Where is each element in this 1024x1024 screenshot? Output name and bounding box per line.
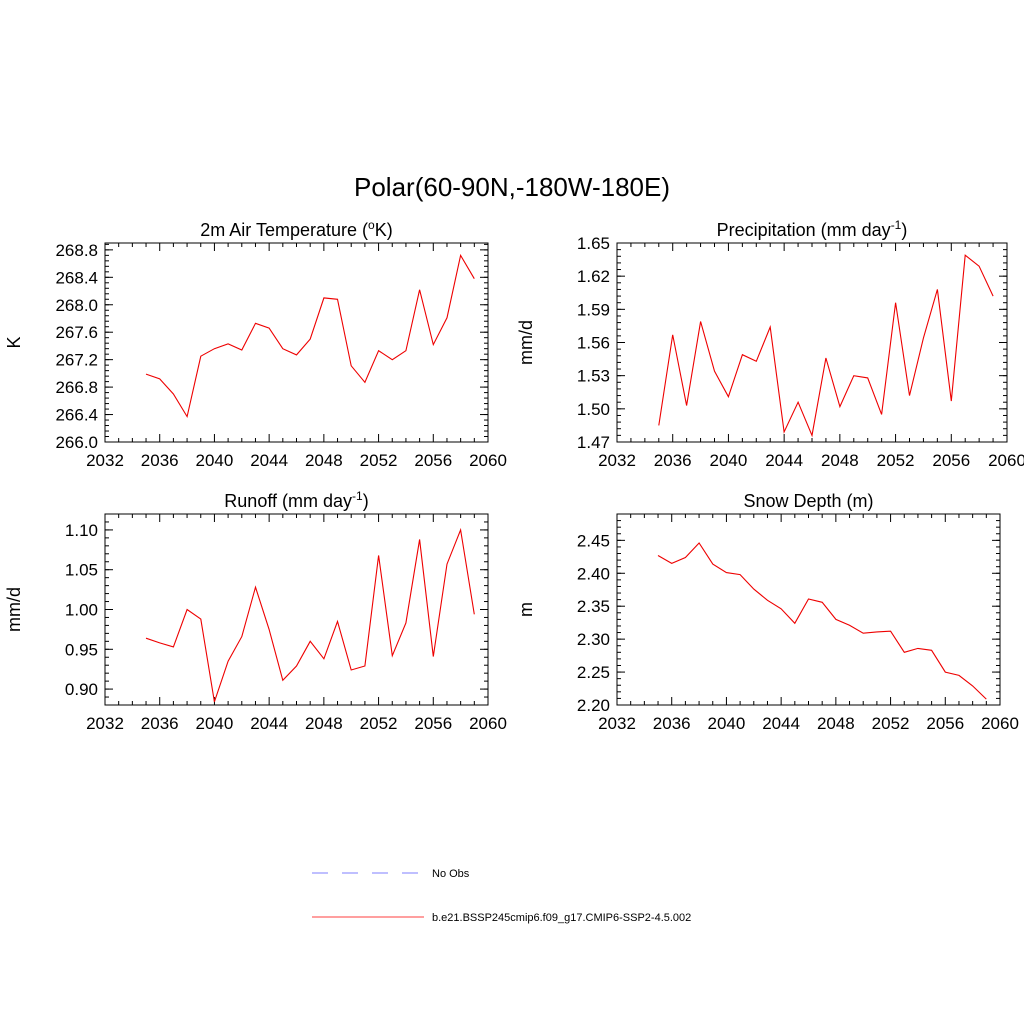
precip-xtick-label: 2032 [598,451,636,470]
precip-series-line [658,254,994,438]
temp-frame [104,242,489,443]
snow-title-main: Snow Depth (m) [743,491,873,511]
snow-xtick-label: 2032 [598,714,636,733]
snow-ytick-label: 2.35 [577,597,610,616]
temp-ytick-label: 266.0 [55,433,98,452]
snow-ytick-label: 2.20 [577,696,610,715]
runoff-ytick-label: 1.00 [65,601,98,620]
temp-ylabel: K [4,336,24,348]
temp-xtick-label: 2036 [141,451,179,470]
runoff-xtick-label: 2044 [250,714,288,733]
temp-title-main: 2m Air Temperature ( [200,220,368,240]
temp-xtick-label: 2048 [305,451,343,470]
snow-frame [616,513,1001,706]
runoff-panel: Runoff (mm day-1) mm/d 2032 2036 2040 2044 204… [4,489,507,733]
temp-title-suffix: K) [375,220,393,240]
snow-xtick-label: 2048 [817,714,855,733]
precip-ytick-label: 1.53 [577,367,610,386]
snow-ytick-label: 2.25 [577,663,610,682]
runoff-ytick-label: 1.05 [65,561,98,580]
runoff-frame [104,513,489,706]
snow-xtick-label: 2036 [653,714,691,733]
precip-ytick-label: 1.50 [577,400,610,419]
temp-xtick-label: 2032 [86,451,124,470]
runoff-xtick-label: 2052 [360,714,398,733]
precip-title: Precipitation (mm day-1) [717,218,908,240]
precip-ytick-label: 1.47 [577,433,610,452]
snow-ytick-label: 2.30 [577,630,610,649]
snow-series-line [657,542,987,700]
precip-title-suffix: ) [901,220,907,240]
precip-title-main: Precipitation (mm day [717,220,891,240]
precip-xtick-label: 2040 [710,451,748,470]
precip-ytick-label: 1.56 [577,334,610,353]
runoff-xtick-label: 2056 [414,714,452,733]
precip-title-sup: -1 [891,218,902,232]
precip-ytick-label: 1.59 [577,300,610,319]
runoff-xtick-label: 2032 [86,714,124,733]
temp-xtick-label: 2040 [196,451,234,470]
temp-ytick-label: 268.8 [55,241,98,260]
snow-xtick-label: 2060 [981,714,1019,733]
legend-label-model: b.e21.BSSP245cmip6.f09_g17.CMIP6-SSP2-4.… [432,912,691,924]
temp-xtick-label: 2044 [250,451,288,470]
precip-xtick-label: 2056 [932,451,970,470]
temp-xtick-label: 2060 [469,451,507,470]
precip-ylabel: mm/d [516,320,536,365]
temp-ytick-label: 267.2 [55,351,98,370]
runoff-ylabel: mm/d [4,587,24,632]
runoff-title-suffix: ) [363,491,369,511]
snow-panel: Snow Depth (m) m 2032 2036 2040 2044 2048 2052 2… [516,491,1019,733]
temp-xtick-label: 2056 [414,451,452,470]
precip-xtick-label: 2060 [988,451,1024,470]
runoff-ytick-label: 0.90 [65,680,98,699]
runoff-xtick-label: 2040 [196,714,234,733]
snow-xtick-label: 2044 [762,714,800,733]
temp-panel: 2m Air Temperature (oK) K 2032 2036 2040 2044… [4,218,507,470]
precip-xtick-label: 2044 [765,451,803,470]
temp-title: 2m Air Temperature (oK) [200,218,392,240]
runoff-ytick-label: 0.95 [65,640,98,659]
snow-xtick-label: 2056 [926,714,964,733]
precip-xtick-label: 2052 [877,451,915,470]
legend: No Obs b.e21.BSSP245cmip6.f09_g17.CMIP6-… [312,868,691,924]
temp-title-sup: o [368,218,375,232]
snow-xtick-label: 2052 [872,714,910,733]
temp-ytick-label: 268.4 [55,268,98,287]
snow-ylabel: m [516,602,536,617]
temp-xtick-label: 2052 [360,451,398,470]
temp-ytick-label: 266.4 [55,406,98,425]
precip-xtick-label: 2048 [821,451,859,470]
precip-frame [616,242,1008,443]
precip-panel: Precipitation (mm day-1) mm/d 2032 2036 2040… [516,218,1024,470]
figure-title: Polar(60-90N,-180W-180E) [354,172,670,202]
snow-ytick-label: 2.45 [577,531,610,550]
temp-ytick-label: 267.6 [55,323,98,342]
runoff-series-line [145,527,475,702]
runoff-ytick-label: 1.10 [65,521,98,540]
snow-ytick-label: 2.40 [577,564,610,583]
temp-ytick-label: 268.0 [55,296,98,315]
precip-ytick-label: 1.62 [577,267,610,286]
temp-ytick-label: 266.8 [55,378,98,397]
runoff-xtick-label: 2060 [469,714,507,733]
snow-xtick-label: 2040 [708,714,746,733]
precip-xtick-label: 2036 [654,451,692,470]
runoff-title-main: Runoff (mm day [224,491,352,511]
runoff-title: Runoff (mm day-1) [224,489,368,511]
legend-label-no-obs: No Obs [432,868,470,880]
precip-ytick-label: 1.65 [577,234,610,253]
runoff-xtick-label: 2048 [305,714,343,733]
runoff-title-sup: -1 [352,489,363,503]
temp-series-line [145,253,475,419]
snow-title: Snow Depth (m) [743,491,873,511]
runoff-xtick-label: 2036 [141,714,179,733]
